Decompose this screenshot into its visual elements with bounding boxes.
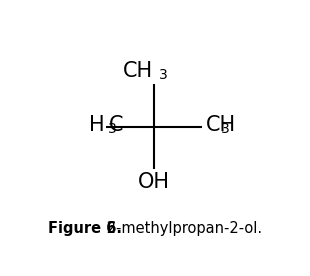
Text: 3: 3 [108,122,117,136]
Text: CH: CH [206,115,236,134]
Text: 3: 3 [158,68,167,82]
Text: CH: CH [123,61,153,81]
Text: H: H [89,115,105,134]
Text: Figure 6.: Figure 6. [48,221,122,236]
Text: 2-methylpropan-2-ol.: 2-methylpropan-2-ol. [102,221,263,236]
Text: OH: OH [138,172,170,192]
Text: 3: 3 [221,122,229,136]
Text: C: C [109,115,123,134]
